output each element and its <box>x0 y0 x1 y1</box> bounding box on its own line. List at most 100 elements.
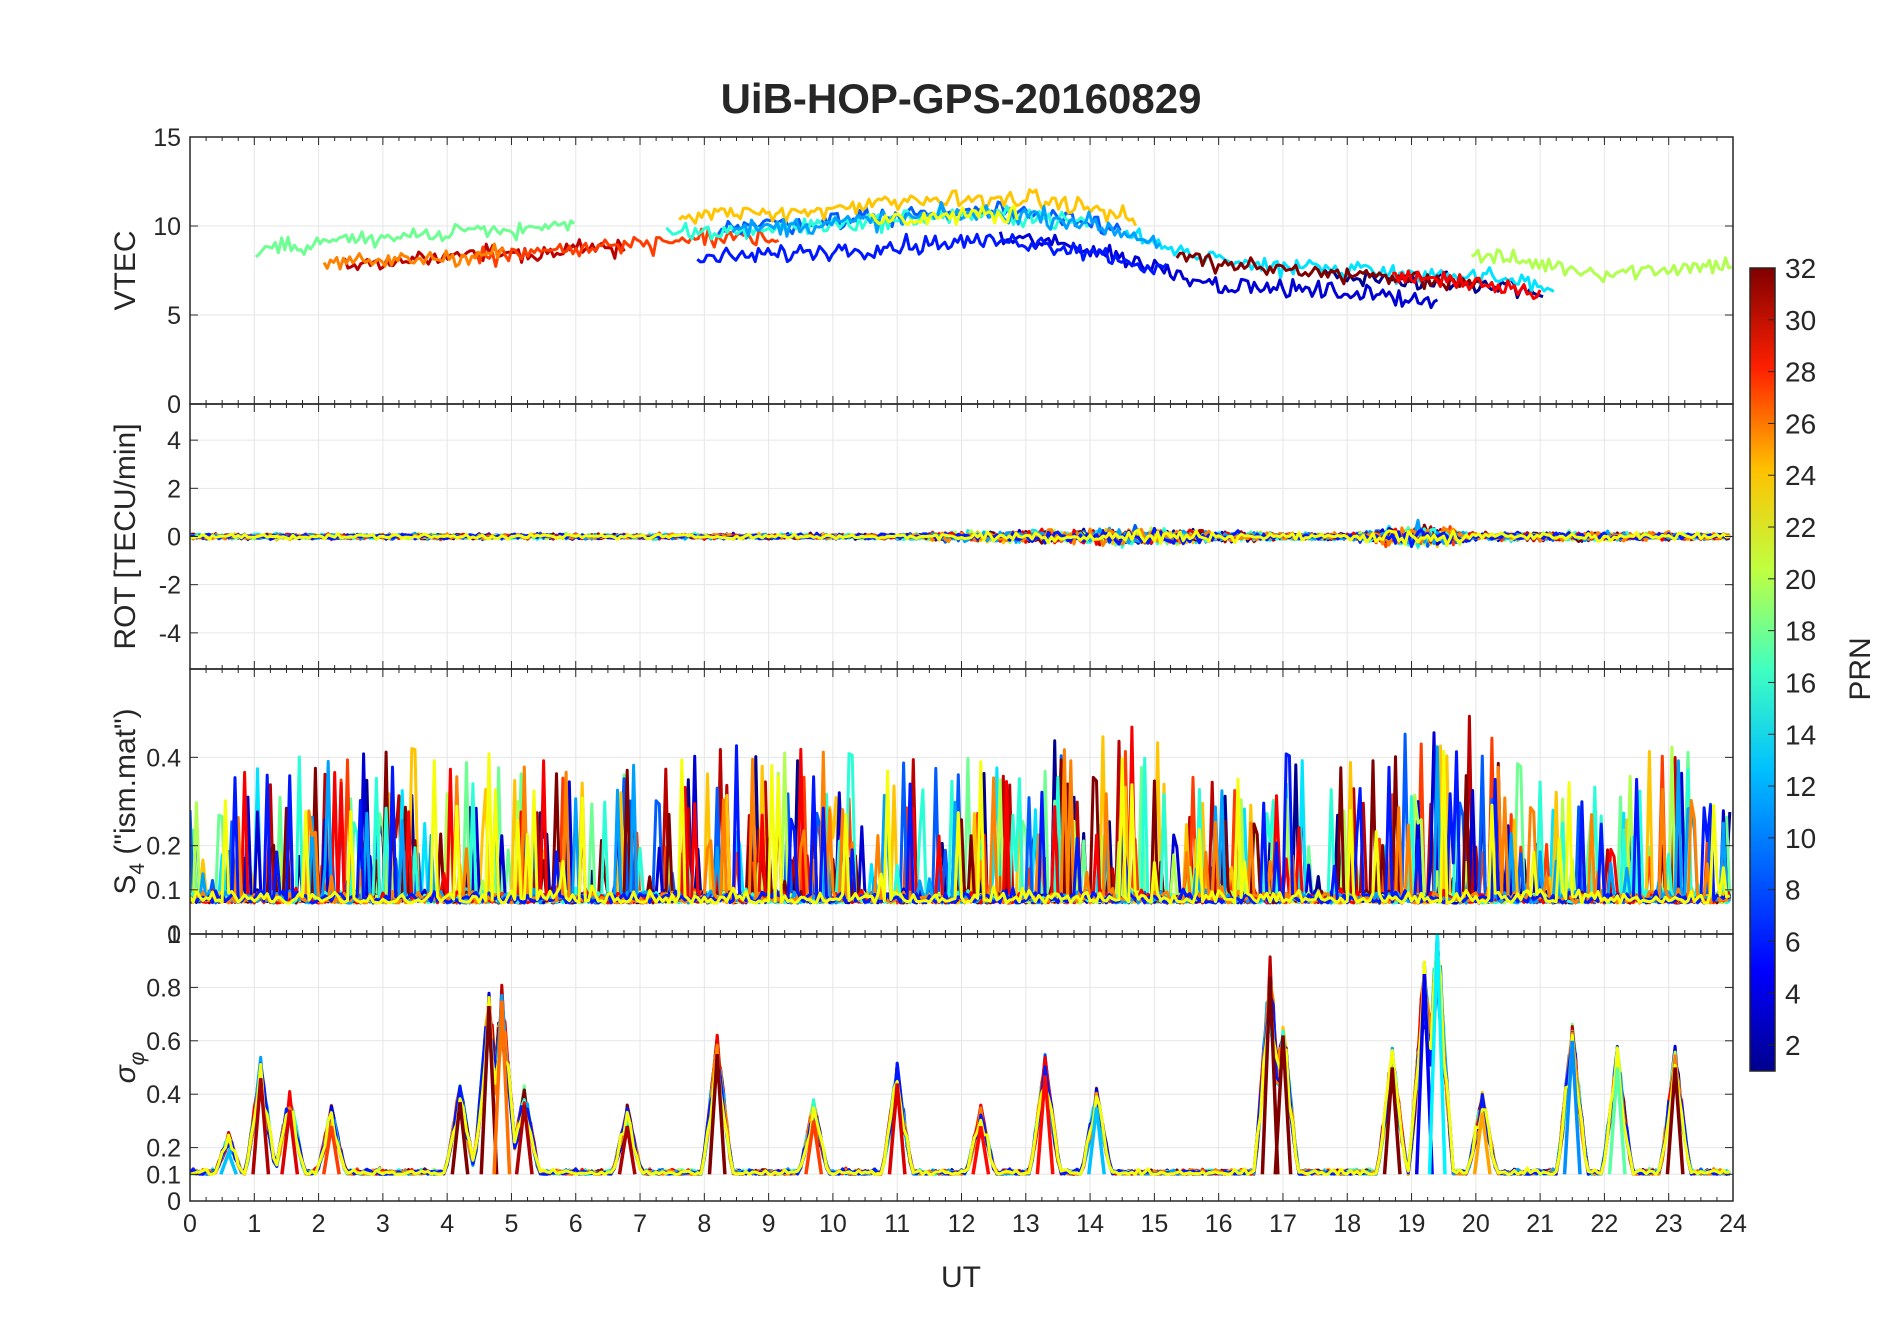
x-tick-label: 5 <box>505 1210 519 1238</box>
data-traces <box>190 714 1732 905</box>
spike-peak <box>887 1083 907 1175</box>
series-line <box>190 977 1731 1176</box>
series-line <box>190 528 1731 547</box>
series-line <box>190 934 1730 1176</box>
series-line <box>1470 248 1733 284</box>
x-tick-label: 1 <box>247 1210 261 1238</box>
spike-peak <box>617 1125 637 1175</box>
x-tick-label: 23 <box>1655 1210 1683 1238</box>
y-tick-label: 0.2 <box>146 1135 181 1163</box>
colorbar-tick-label: 30 <box>1785 305 1816 336</box>
x-tick-label: 15 <box>1140 1210 1168 1238</box>
y-axis-label: VTEC <box>109 230 142 310</box>
spike-peak <box>251 1078 271 1175</box>
series-line <box>340 238 626 272</box>
x-tick-label: 10 <box>819 1210 847 1238</box>
y-tick-label: 0 <box>167 921 181 949</box>
series-line <box>868 204 1019 226</box>
spike-peak <box>1427 934 1447 1175</box>
colorbar-tick-label: 16 <box>1785 667 1816 698</box>
x-tick-label: 11 <box>884 1210 910 1238</box>
y-tick-label: 0 <box>167 1188 181 1216</box>
spike-peak <box>1273 1035 1293 1175</box>
y-tick-label: 2 <box>167 475 181 503</box>
spike-peak <box>1382 1067 1402 1175</box>
y-tick-label: 10 <box>153 213 181 241</box>
panel-vtec: 0 5 10 15 VTEC <box>109 124 1734 419</box>
spike-peak <box>804 1120 824 1175</box>
colorbar-tick-label: 6 <box>1785 926 1801 957</box>
series-line <box>1392 269 1542 301</box>
y-axis-label: σφ <box>109 1051 149 1083</box>
y-tick-label: 0.4 <box>146 744 181 772</box>
spike-peak <box>1665 1067 1685 1175</box>
y-label-subscript: φ <box>126 1051 149 1065</box>
colorbar-label: PRN <box>1844 637 1877 700</box>
y-tick-label: 0.8 <box>146 974 181 1002</box>
y-label-subscript: 4 <box>126 863 149 875</box>
panel-rot: -4 -2 0 2 4 ROT [TECU/min] <box>109 403 1734 670</box>
y-tick-label: 0 <box>167 391 181 419</box>
colorbar-tick-label: 12 <box>1785 771 1816 802</box>
spike-peak <box>479 1006 499 1175</box>
spike-peak <box>1414 973 1434 1175</box>
x-tick-label: 12 <box>948 1210 976 1238</box>
y-tick-label: 1 <box>167 921 181 949</box>
x-axis-label: UT <box>941 1261 981 1294</box>
y-tick-label: 0.4 <box>146 1081 181 1109</box>
spike-peak <box>1260 976 1280 1175</box>
series-line <box>696 232 1168 276</box>
series-line <box>190 956 1730 1176</box>
series-line <box>190 934 1731 1176</box>
y-axis-label: S4 ("ism.mat") <box>109 708 149 894</box>
y-tick-label: 0 <box>167 524 181 552</box>
x-tick-label: 17 <box>1269 1210 1297 1238</box>
x-tick-label: 4 <box>440 1210 454 1238</box>
colorbar-tick-label: 24 <box>1785 460 1816 491</box>
series-line <box>190 967 1731 1176</box>
series-line <box>190 964 1730 1176</box>
spike-peak <box>1035 1075 1055 1175</box>
colorbar-tick-label: 22 <box>1785 512 1816 543</box>
series-line <box>190 980 1731 1176</box>
colorbar-tick-label: 18 <box>1785 616 1816 647</box>
data-traces <box>190 934 1731 1176</box>
spike-peak <box>1607 1067 1627 1175</box>
x-tick-label: 13 <box>1012 1210 1040 1238</box>
y-tick-label: 4 <box>167 427 181 455</box>
series-line <box>190 937 1730 1176</box>
spike-peak <box>280 1110 300 1175</box>
data-traces <box>190 518 1731 550</box>
series-line <box>254 219 576 259</box>
y-tick-label: 15 <box>153 124 181 152</box>
x-tick-label: 2 <box>312 1210 326 1238</box>
x-tick-label: 19 <box>1398 1210 1426 1238</box>
colorbar-tick-label: 20 <box>1785 564 1816 595</box>
y-tick-label: 0.1 <box>146 1161 181 1189</box>
series-line <box>190 944 1730 1176</box>
colorbar-tick-label: 14 <box>1785 719 1816 750</box>
spike-peak <box>1562 1040 1582 1175</box>
panel-s4: 00.10.20.4S4 ("ism.mat") <box>109 668 1734 949</box>
x-tick-label: 8 <box>697 1210 711 1238</box>
y-axis-label: ROT [TECU/min] <box>109 423 142 649</box>
y-tick-label: -2 <box>159 572 181 600</box>
spike-peak <box>1087 1107 1106 1175</box>
colorbar-tick-label: 26 <box>1785 408 1816 439</box>
spike-peak <box>321 1125 341 1175</box>
chart-title: UiB-HOP-GPS-20160829 <box>721 75 1202 122</box>
data-traces <box>254 188 1733 310</box>
x-tick-label: 0 <box>183 1210 197 1238</box>
y-label-main: S <box>109 875 142 895</box>
colorbar-gradient <box>1749 267 1776 1072</box>
series-line <box>190 526 1731 549</box>
series-line <box>190 945 1731 1176</box>
x-tick-label: 20 <box>1462 1210 1490 1238</box>
series-line <box>678 188 1138 227</box>
colorbar-tick-label: 32 <box>1785 253 1816 284</box>
x-tick-label: 24 <box>1719 1210 1747 1238</box>
colorbar-tick-label: 4 <box>1785 978 1801 1009</box>
series-line <box>190 945 1731 1176</box>
